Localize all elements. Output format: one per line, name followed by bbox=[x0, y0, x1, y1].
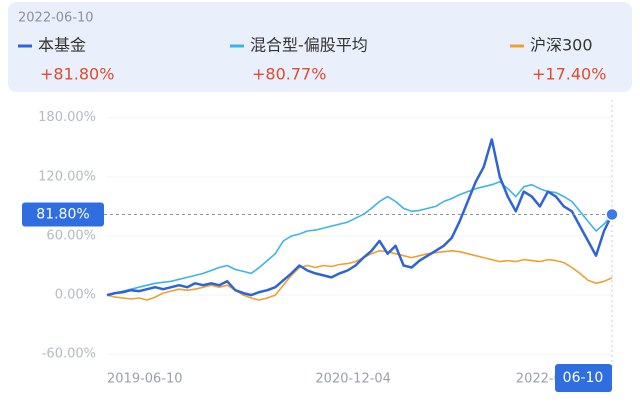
legend-label: 沪深300 bbox=[530, 36, 593, 55]
series-line bbox=[106, 181, 613, 296]
marker-label: 81.80% bbox=[36, 206, 89, 222]
y-tick-label: 180.00% bbox=[38, 110, 96, 125]
series-line bbox=[106, 138, 614, 297]
y-tick-label: 0.00% bbox=[55, 288, 96, 303]
legend-value: +17.40% bbox=[532, 65, 606, 84]
y-tick-label: 60.00% bbox=[46, 228, 96, 243]
marker-badge bbox=[22, 202, 104, 227]
x-tick-label: 2019-06-10 bbox=[107, 372, 183, 387]
marker-dot bbox=[605, 207, 619, 222]
y-tick-label: -60.00% bbox=[42, 347, 96, 362]
legend-value: +80.77% bbox=[252, 65, 326, 84]
legend-label: 混合型-偏股平均 bbox=[250, 36, 368, 55]
end-badge bbox=[555, 364, 612, 392]
date: 2022-06-10 bbox=[18, 11, 94, 26]
series-line bbox=[106, 250, 613, 301]
end-badge-label: 06-10 bbox=[563, 370, 604, 386]
legend-label: 本基金 bbox=[38, 36, 86, 55]
legend-panel bbox=[8, 2, 632, 92]
x-tick-label: 2020-12-04 bbox=[315, 372, 391, 387]
y-tick-label: 120.00% bbox=[38, 169, 96, 184]
legend-value: +81.80% bbox=[40, 65, 114, 84]
